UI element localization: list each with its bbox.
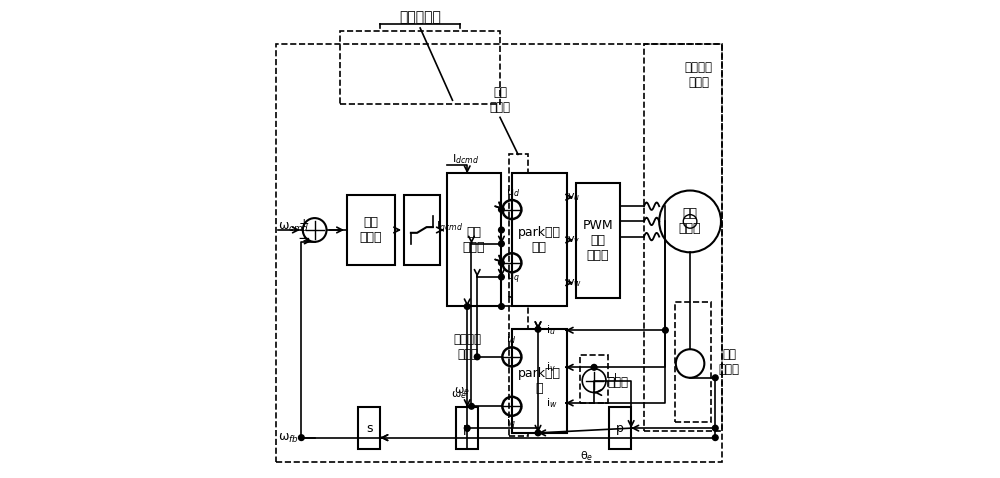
- FancyBboxPatch shape: [576, 184, 620, 298]
- Text: 速度
控制器: 速度 控制器: [359, 216, 382, 244]
- Circle shape: [464, 304, 470, 309]
- Text: I$_{qcmd}$: I$_{qcmd}$: [436, 219, 463, 236]
- Text: u$_q$: u$_q$: [506, 272, 519, 286]
- FancyBboxPatch shape: [447, 174, 501, 306]
- Text: v$_u$: v$_u$: [567, 191, 581, 203]
- Text: 第二电流
传感器: 第二电流 传感器: [454, 333, 482, 361]
- Text: p: p: [463, 422, 471, 435]
- Text: 同步
电动机: 同步 电动机: [679, 207, 701, 236]
- Circle shape: [712, 435, 718, 441]
- Text: v$_v$: v$_v$: [567, 234, 581, 246]
- FancyBboxPatch shape: [358, 407, 380, 449]
- Circle shape: [474, 354, 480, 360]
- Text: park变换
器: park变换 器: [518, 367, 561, 395]
- Circle shape: [499, 260, 504, 266]
- Text: i$_q$: i$_q$: [506, 416, 516, 432]
- Text: ω$_e$: ω$_e$: [451, 389, 467, 401]
- Text: θ$_e$: θ$_e$: [580, 449, 594, 463]
- Text: p: p: [616, 422, 624, 435]
- Text: v$_w$: v$_w$: [567, 277, 583, 289]
- Text: i$_w$: i$_w$: [546, 396, 557, 410]
- Text: i$_u$: i$_u$: [546, 323, 555, 337]
- Circle shape: [469, 403, 474, 409]
- Text: i$_d$: i$_d$: [506, 332, 516, 346]
- Circle shape: [535, 430, 541, 436]
- Text: ω$_e$: ω$_e$: [454, 385, 470, 397]
- Text: u$_d$: u$_d$: [506, 187, 520, 198]
- Circle shape: [499, 241, 504, 247]
- Text: I$_{dcmd}$: I$_{dcmd}$: [452, 152, 480, 166]
- Circle shape: [535, 326, 541, 332]
- Circle shape: [712, 375, 718, 380]
- Circle shape: [499, 206, 504, 212]
- Circle shape: [464, 425, 470, 431]
- Text: 位置
传感器: 位置 传感器: [719, 348, 740, 376]
- Circle shape: [299, 435, 304, 441]
- Text: 电压
传感器: 电压 传感器: [490, 87, 511, 115]
- Text: park逆变
换器: park逆变 换器: [518, 226, 561, 254]
- FancyBboxPatch shape: [404, 195, 440, 265]
- Circle shape: [712, 425, 718, 431]
- Circle shape: [499, 304, 504, 309]
- FancyBboxPatch shape: [347, 195, 395, 265]
- Text: i$_v$: i$_v$: [546, 360, 556, 374]
- FancyBboxPatch shape: [456, 407, 478, 449]
- Text: s: s: [366, 422, 373, 435]
- Text: 电流
控制器: 电流 控制器: [463, 226, 485, 254]
- FancyBboxPatch shape: [609, 407, 631, 449]
- Text: −: −: [298, 230, 311, 246]
- Text: 电机驱动器: 电机驱动器: [399, 10, 441, 24]
- Text: 减法器: 减法器: [607, 376, 628, 389]
- FancyBboxPatch shape: [512, 174, 567, 306]
- Circle shape: [591, 364, 597, 370]
- Text: −l: −l: [607, 373, 618, 383]
- FancyBboxPatch shape: [512, 329, 567, 433]
- Text: PWM
功率
放大器: PWM 功率 放大器: [583, 219, 613, 262]
- Text: ω$_{cmd}$: ω$_{cmd}$: [278, 221, 310, 234]
- Text: 第一电流
传感器: 第一电流 传感器: [685, 61, 713, 89]
- Text: ω$_{fb}$: ω$_{fb}$: [278, 432, 299, 445]
- Circle shape: [499, 227, 504, 233]
- Circle shape: [499, 274, 504, 280]
- Text: +: +: [299, 217, 310, 230]
- Circle shape: [663, 327, 668, 333]
